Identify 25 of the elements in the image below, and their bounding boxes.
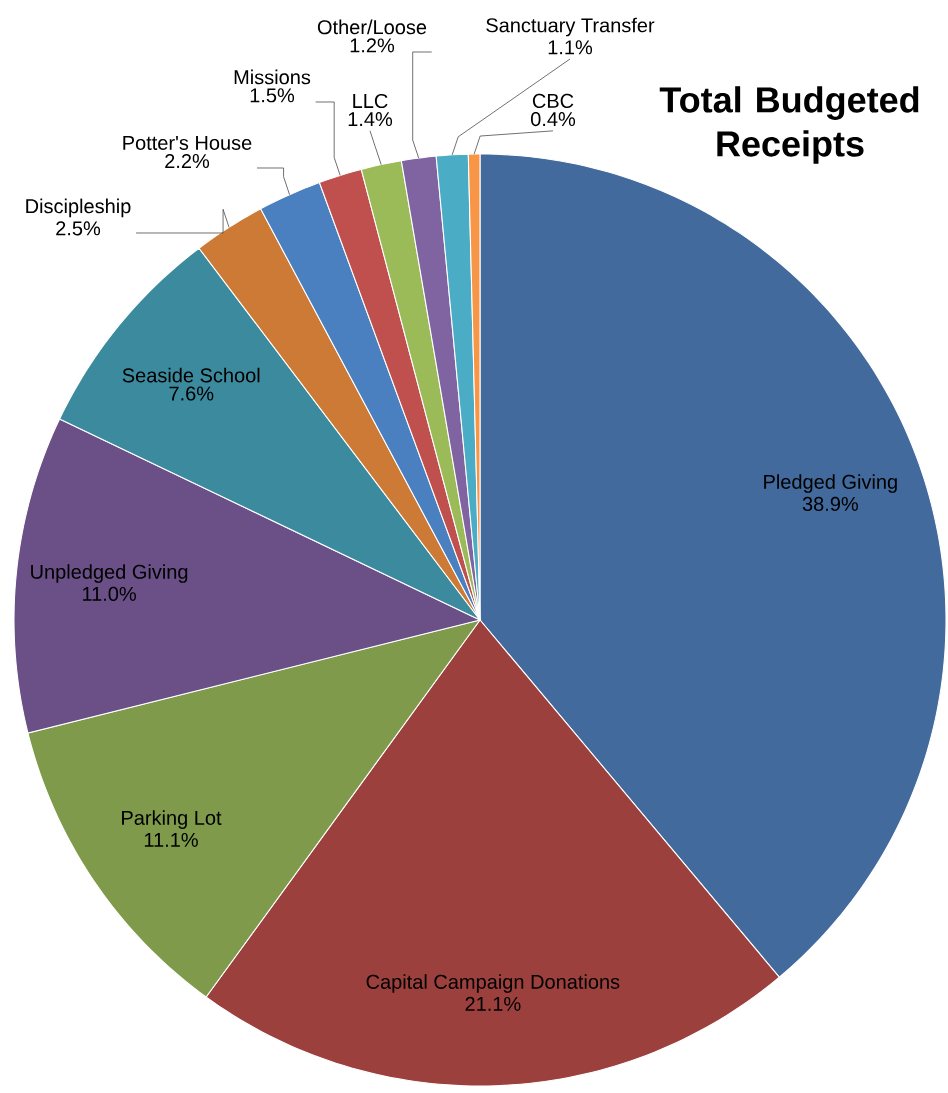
slice-label: Potter's House [123, 135, 252, 150]
slice-label: Other/Loose [317, 19, 427, 35]
slice-label: Unpledged Giving [31, 564, 188, 583]
slice-label: Parking Lot [122, 810, 222, 829]
data-label: 11.1% [144, 832, 198, 847]
slice-label: Missions [234, 69, 311, 85]
slice-label: CBC [532, 93, 574, 108]
data-label: 7.6% [169, 386, 214, 401]
text: Total Budgeted Receipts [659, 86, 919, 164]
data-label: 21.1% [465, 996, 521, 1011]
data-label: 11.0% [82, 586, 136, 601]
data-label: 1.2% [350, 38, 395, 53]
slice-label: Discipleship [26, 198, 131, 218]
data-label: 1.5% [250, 88, 295, 103]
data-label: 1.4% [348, 112, 393, 127]
data-label: 2.2% [165, 153, 210, 169]
slice-label: Seaside School [122, 367, 260, 383]
data-label: 0.4% [530, 111, 576, 127]
slice-label: Sanctuary Transfer [486, 17, 655, 37]
data-label: 1.1% [548, 40, 593, 55]
slice-label: Pledged Giving [764, 474, 897, 493]
slice-label: Capital Campaign Donations [366, 974, 620, 993]
data-label: 38.9% [802, 496, 858, 512]
slice-label: LLC [353, 93, 388, 109]
data-label: 2.5% [56, 221, 101, 236]
